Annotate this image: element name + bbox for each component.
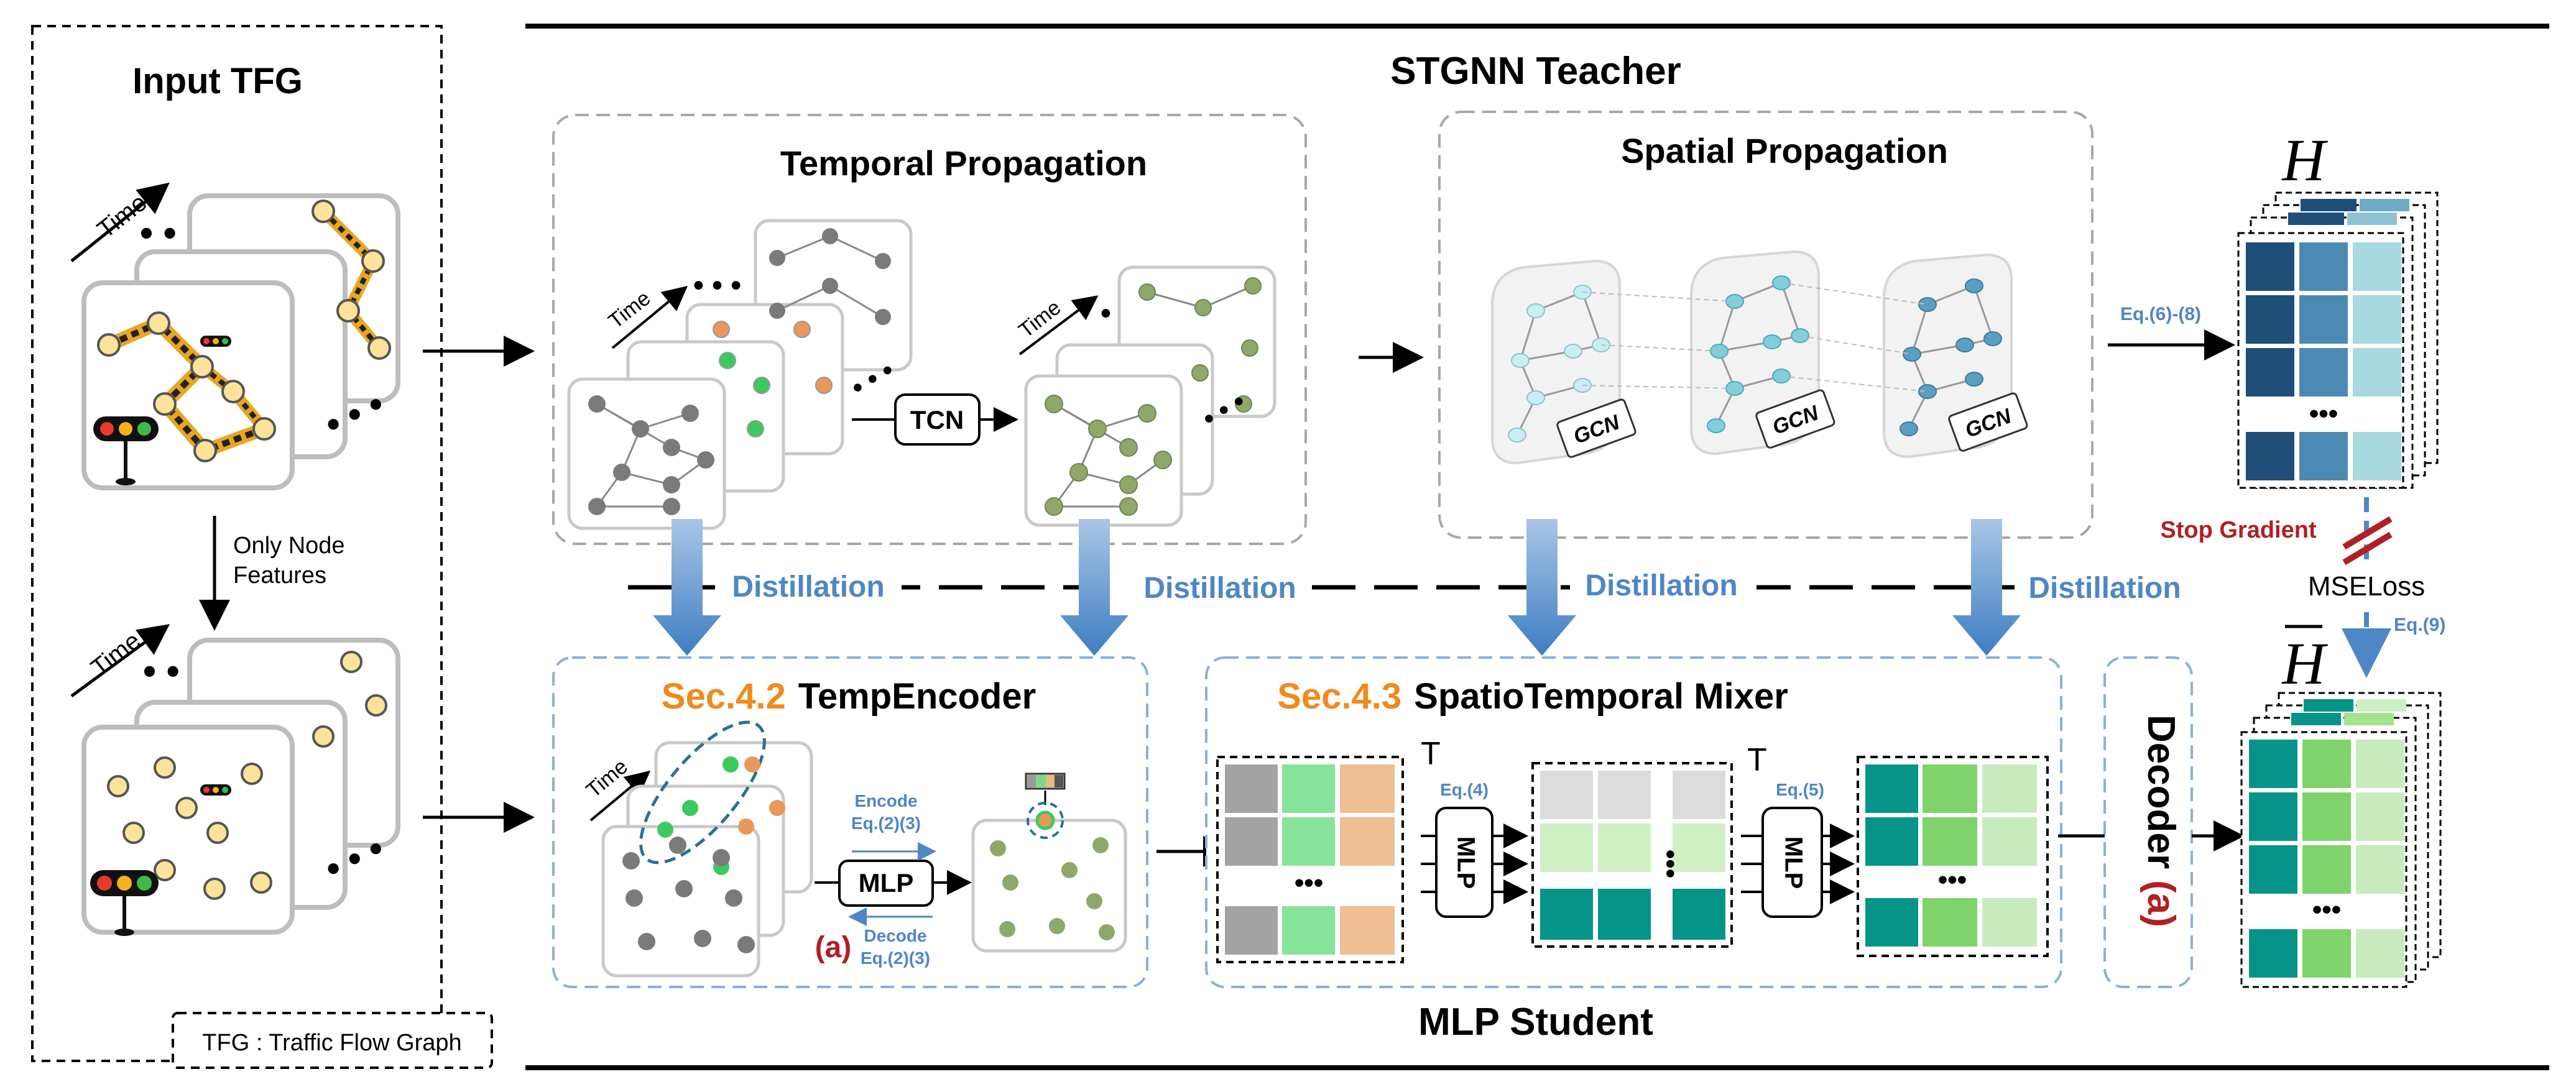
tempencoder-title: TempEncoder (798, 676, 1036, 717)
transpose-2: T (1747, 742, 1767, 778)
svg-text:•••: ••• (1295, 868, 1323, 898)
tempencoder-a-label: (a) (815, 931, 852, 964)
decoder-text: Decoder (2140, 715, 2182, 869)
distillation-label-4: Distillation (2028, 572, 2181, 605)
decoder-a-label: (a) (2140, 880, 2182, 927)
mixer-title: SpatioTemporal Mixer (1414, 676, 1788, 717)
eq4-label: Eq.(4) (1440, 780, 1489, 799)
svg-text:•••: ••• (2309, 398, 2338, 429)
tcn-label: TCN (910, 405, 964, 434)
hbar-output-stack: H ••• (2240, 625, 2442, 988)
mixer-mlp-2-label: MLP (1780, 837, 1807, 889)
temporal-title: Temporal Propagation (780, 144, 1147, 183)
tempencoder-mlp-label: MLP (859, 868, 914, 897)
svg-text:•••: ••• (1655, 850, 1686, 878)
distillation-label-2: Distillation (1143, 572, 1296, 605)
time-label-input-2: Time (86, 627, 145, 682)
decoder-label: Decoder (a) (2140, 715, 2182, 927)
stop-gradient-label: Stop Gradient (2160, 517, 2317, 543)
svg-text:•••: ••• (1938, 865, 1967, 895)
mixer-sec: Sec.4.3 (1277, 676, 1401, 717)
temporal-propagation-panel: Temporal Propagation Time • • • (552, 114, 1307, 545)
eq9-label: Eq.(9) (2394, 615, 2445, 635)
input-nodes-stack: Time • • • • • • (70, 624, 400, 936)
mixer-mlp-1 (1435, 807, 1493, 918)
gcn-layer-1: GCN (1491, 259, 1637, 465)
legend-box (172, 1012, 493, 1069)
h-label: H (2281, 127, 2328, 193)
encode-label: Encode Eq.(2)(3) (851, 791, 921, 833)
h-output-stack: H ••• (2237, 127, 2439, 489)
teacher-title: STGNN Teacher (1390, 50, 1681, 93)
mse-loss-label: MSELoss (2308, 571, 2425, 602)
eq5-label: Eq.(5) (1776, 780, 1824, 799)
mixer-mlp-1-label: MLP (1452, 837, 1479, 889)
svg-text:•••: ••• (2312, 894, 2341, 925)
mixer-mlp-2 (1761, 807, 1823, 918)
input-graph-stack: Time • • • (70, 182, 400, 490)
decode-label: Decode Eq.(2)(3) (861, 926, 930, 968)
stop-gradient-icon (2342, 516, 2393, 566)
gcn-layer-2: GCN (1690, 250, 1835, 456)
spatial-propagation-panel: Spatial Propagation GCN (1438, 111, 2094, 539)
distillation-label-1: Distillation (732, 571, 884, 603)
gcn-layer-3: GCN (1883, 253, 2028, 459)
eq6-8-label: Eq.(6)-(8) (2120, 304, 2201, 324)
transpose-1: T (1421, 736, 1441, 772)
tempencoder-panel: Sec.4.2 TempEncoder Time MLP Encode Eq.(2)… (552, 656, 1148, 988)
input-panel: Input TFG Time • • • (31, 25, 493, 1069)
decoder-panel: Decoder (a) (2103, 656, 2193, 988)
spatial-title: Spatial Propagation (1621, 131, 1948, 170)
only-node-features-label: Only Node Features (233, 533, 351, 589)
tempencoder-sec: Sec.4.2 (662, 676, 786, 717)
distillation-arrows (653, 519, 2021, 656)
student-title: MLP Student (1418, 1001, 1653, 1043)
tempencoder-heading: Sec.4.2 TempEncoder (662, 676, 1036, 717)
mixer-heading: Sec.4.3 SpatioTemporal Mixer (1277, 676, 1788, 717)
svg-text:• • •: • • • (693, 269, 741, 302)
temporal-window-ellipse (639, 720, 766, 865)
distillation-label-3: Distillation (1585, 569, 1737, 602)
hbar-label: H (2281, 630, 2328, 697)
traffic-light-small-icon (200, 336, 231, 347)
traffic-light-icon (93, 416, 159, 485)
legend-text: TFG : Traffic Flow Graph (202, 1030, 461, 1056)
mixer-panel: Sec.4.3 SpatioTemporal Mixer ••• T Eq.(4)… (1205, 656, 2062, 988)
input-title: Input TFG (132, 61, 303, 101)
